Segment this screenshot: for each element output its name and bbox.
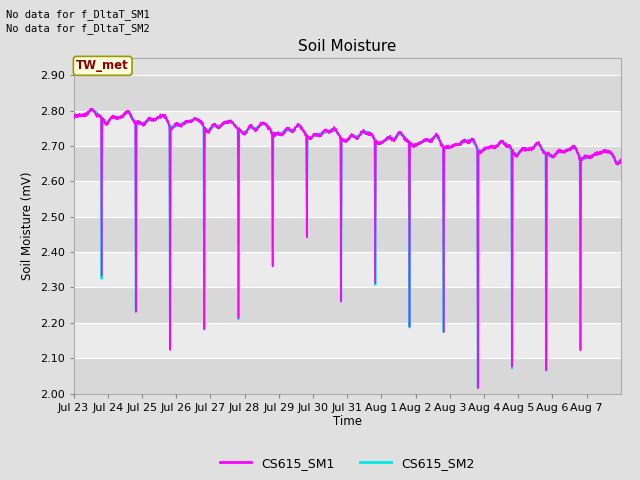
- Bar: [74, 358, 621, 394]
- Bar: [74, 181, 621, 217]
- Bar: [74, 252, 621, 288]
- Bar: [74, 288, 621, 323]
- Y-axis label: Soil Moisture (mV): Soil Moisture (mV): [21, 171, 34, 280]
- Bar: [74, 217, 621, 252]
- Bar: [74, 111, 621, 146]
- Text: TW_met: TW_met: [76, 60, 129, 72]
- Bar: [74, 146, 621, 181]
- Bar: [74, 75, 621, 111]
- X-axis label: Time: Time: [333, 415, 362, 429]
- Bar: [74, 323, 621, 358]
- Legend: CS615_SM1, CS615_SM2: CS615_SM1, CS615_SM2: [215, 452, 479, 475]
- Title: Soil Moisture: Soil Moisture: [298, 39, 396, 54]
- Text: No data for f_DltaT_SM1: No data for f_DltaT_SM1: [6, 9, 150, 20]
- Text: No data for f_DltaT_SM2: No data for f_DltaT_SM2: [6, 23, 150, 34]
